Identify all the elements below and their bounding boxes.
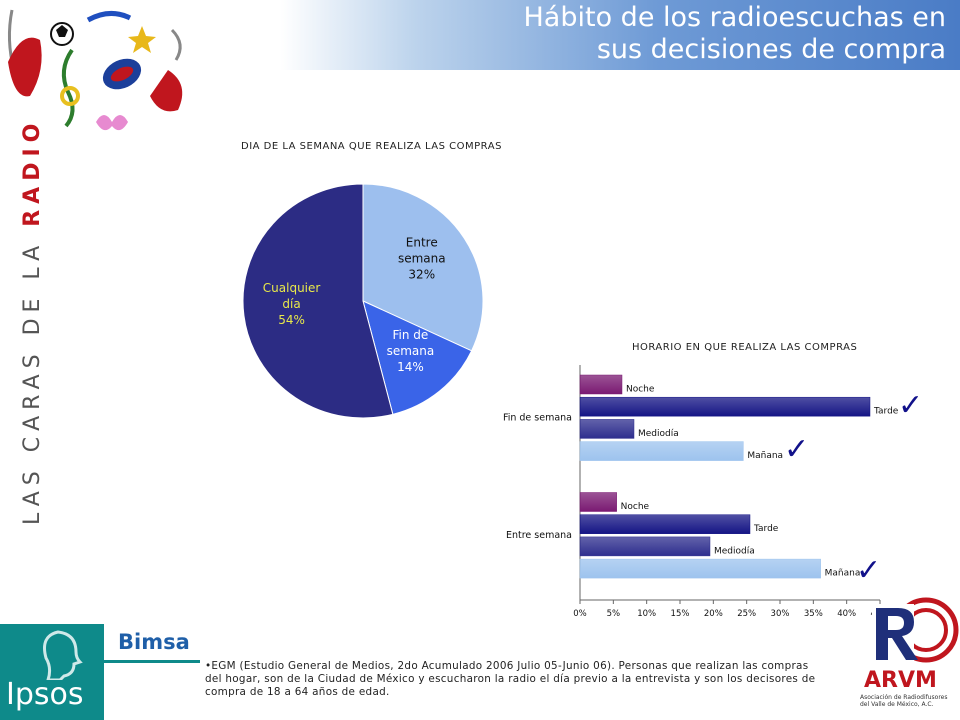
bar-chart-title: HORARIO EN QUE REALIZA LAS COMPRAS <box>632 342 858 353</box>
pie-chart-title: DIA DE LA SEMANA QUE REALIZA LAS COMPRAS <box>241 141 502 152</box>
bar <box>579 441 744 461</box>
bar <box>579 514 751 534</box>
pie-slice-label: Entre semana 32% <box>398 236 446 282</box>
brand-text-radio: RADIO <box>20 117 45 227</box>
title-banner: Hábito de los radioescuchas en sus decis… <box>280 0 960 70</box>
bar <box>579 396 871 417</box>
title-line-2: sus decisiones de compra <box>596 34 946 65</box>
pie-chart: Entre semana 32% Fin de semana 14% Cualquier dí… <box>242 183 484 419</box>
bar-data-label: Mañana <box>747 451 783 461</box>
bar-data-label: Mediodía <box>638 429 679 439</box>
pie-slice <box>242 183 394 419</box>
x-tick-label: 10% <box>637 609 656 619</box>
page-title: Hábito de los radioescuchas en sus decis… <box>524 2 947 66</box>
x-tick-label: 20% <box>704 609 723 619</box>
x-tick-label: 40% <box>837 609 856 619</box>
ipsos-wordmark: Ipsos <box>6 677 84 712</box>
x-tick-label: 35% <box>804 609 823 619</box>
bar-data-label: Noche <box>621 502 650 512</box>
arvm-emblem-icon <box>872 597 959 664</box>
bar-chart: Fin de semana Noche Tarde Mediodía Mañana Ent… <box>503 365 899 619</box>
arvm-wordmark: ARVM <box>864 668 937 693</box>
bar <box>579 419 635 439</box>
brand-vertical-text: LAS CARAS DE LA RADIO <box>20 118 45 525</box>
bar-data-label: Tarde <box>873 407 899 417</box>
bar-data-label: Mañana <box>825 569 861 579</box>
x-tick-label: 30% <box>771 609 790 619</box>
bimsa-logo: Bimsa <box>104 624 200 662</box>
bar-data-label: Mediodía <box>714 546 755 556</box>
pie-slice-label: Cualquier día 54% <box>263 281 321 327</box>
bar <box>579 492 617 512</box>
bar-group-label: Fin de semana <box>503 412 572 423</box>
x-tick-label: 5% <box>607 609 621 619</box>
x-tick-label: 0% <box>573 609 587 619</box>
logo-illustration <box>7 9 183 131</box>
bar <box>579 536 711 557</box>
x-tick-label: 25% <box>737 609 756 619</box>
footnote: •EGM (Estudio General de Medios, 2do Acu… <box>205 660 816 698</box>
pie-slice <box>362 300 473 415</box>
ipsos-logo: Ipsos <box>0 624 104 720</box>
checkmark-icon: ✓ <box>784 432 810 467</box>
checkmark-icon: ✓ <box>898 388 924 423</box>
bar-data-label: Noche <box>626 385 655 395</box>
bar-group-label: Entre semana <box>506 530 572 541</box>
ipsos-face-icon <box>43 630 83 680</box>
pie-slice <box>362 183 484 352</box>
bar <box>579 374 623 395</box>
arvm-subtitle: Asociación de Radiodifusores del Valle d… <box>860 694 948 708</box>
brand-text-part1: LAS CARAS DE LA <box>20 226 45 525</box>
arvm-logo: ARVM Asociación de Radiodifusores del Va… <box>848 594 960 720</box>
pie-slice-label: Fin de semana 14% <box>387 328 435 374</box>
checkmark-icon: ✓ <box>856 553 882 588</box>
bimsa-wordmark: Bimsa <box>118 630 190 654</box>
bar <box>579 558 821 579</box>
bimsa-underline <box>104 660 200 663</box>
bar-data-label: Tarde <box>753 524 779 534</box>
title-line-1: Hábito de los radioescuchas en <box>523 2 947 33</box>
x-tick-label: 15% <box>671 609 690 619</box>
